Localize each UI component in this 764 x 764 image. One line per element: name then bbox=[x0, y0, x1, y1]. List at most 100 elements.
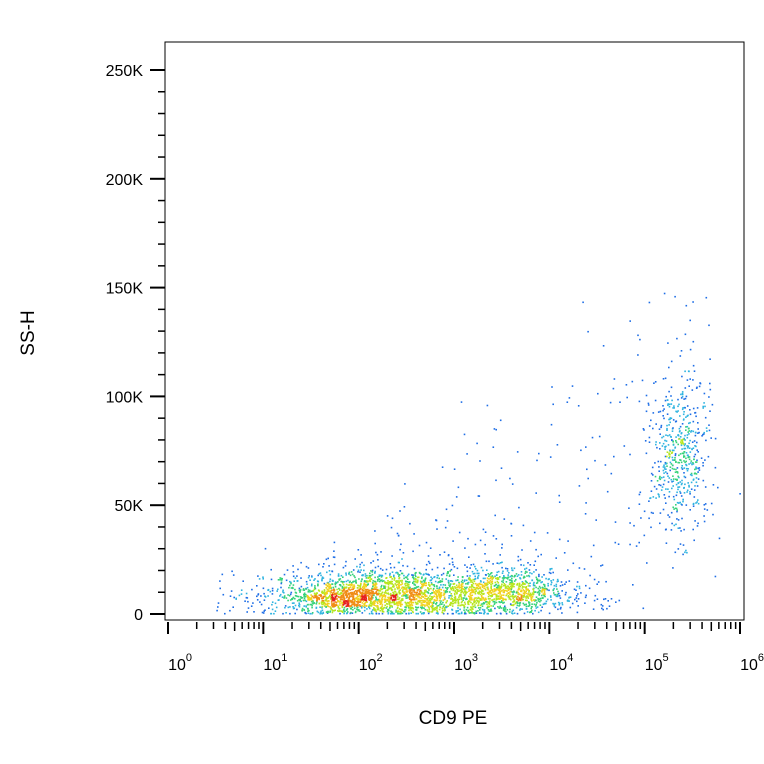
event-point bbox=[501, 594, 503, 596]
event-point bbox=[356, 587, 359, 589]
event-point bbox=[674, 454, 677, 457]
event-point bbox=[496, 577, 499, 579]
event-point bbox=[398, 608, 401, 610]
event-point bbox=[339, 602, 341, 604]
event-point bbox=[538, 452, 540, 455]
event-point bbox=[310, 590, 313, 593]
event-point bbox=[665, 488, 667, 490]
event-point bbox=[345, 600, 347, 602]
event-point bbox=[458, 583, 461, 585]
event-point bbox=[447, 571, 449, 573]
event-point bbox=[549, 568, 551, 571]
event-point bbox=[521, 549, 523, 551]
event-point bbox=[443, 607, 446, 609]
event-point bbox=[495, 583, 498, 586]
event-point bbox=[530, 599, 533, 601]
event-point bbox=[695, 461, 697, 463]
event-point bbox=[629, 453, 631, 456]
event-point bbox=[492, 600, 495, 603]
event-point bbox=[681, 452, 684, 455]
event-point bbox=[344, 565, 347, 567]
event-point bbox=[455, 599, 458, 602]
event-point bbox=[522, 524, 525, 527]
event-point bbox=[471, 603, 474, 606]
event-point bbox=[665, 502, 667, 504]
event-point bbox=[679, 415, 681, 417]
event-point bbox=[332, 599, 335, 602]
event-point bbox=[527, 593, 529, 595]
event-point bbox=[510, 595, 512, 598]
event-point bbox=[391, 517, 394, 520]
event-point bbox=[390, 593, 392, 596]
event-point bbox=[655, 423, 657, 425]
event-point bbox=[684, 439, 686, 441]
event-point bbox=[673, 405, 675, 407]
event-point bbox=[390, 604, 392, 607]
event-point bbox=[518, 585, 521, 587]
event-point bbox=[436, 577, 438, 579]
event-point bbox=[431, 608, 434, 610]
event-point bbox=[683, 398, 685, 400]
event-point bbox=[479, 609, 481, 611]
event-point bbox=[410, 588, 413, 590]
event-point bbox=[450, 594, 452, 597]
event-point bbox=[338, 584, 341, 586]
event-point bbox=[438, 596, 441, 599]
event-point bbox=[337, 600, 339, 603]
event-point bbox=[662, 378, 665, 380]
event-point bbox=[533, 599, 536, 601]
event-point bbox=[495, 589, 497, 592]
event-point bbox=[413, 598, 416, 601]
event-point bbox=[457, 586, 459, 588]
event-point bbox=[356, 604, 358, 606]
event-point bbox=[353, 584, 355, 586]
event-point bbox=[522, 596, 525, 598]
event-point bbox=[407, 581, 410, 584]
event-point bbox=[681, 395, 684, 398]
event-point bbox=[681, 482, 683, 485]
event-point bbox=[401, 603, 403, 606]
event-point bbox=[487, 588, 489, 591]
event-point bbox=[492, 446, 495, 448]
event-point bbox=[509, 593, 511, 595]
event-point bbox=[410, 607, 413, 609]
event-point bbox=[438, 586, 441, 589]
event-point bbox=[548, 578, 550, 580]
event-point bbox=[700, 457, 703, 459]
event-point bbox=[476, 442, 478, 445]
event-point bbox=[421, 585, 424, 588]
event-point bbox=[389, 605, 391, 608]
event-point bbox=[408, 596, 411, 599]
event-point bbox=[648, 441, 651, 443]
event-point bbox=[515, 573, 518, 575]
event-point bbox=[665, 542, 668, 544]
event-point bbox=[683, 455, 686, 458]
event-point bbox=[376, 553, 379, 556]
event-point bbox=[397, 606, 399, 609]
event-point bbox=[530, 607, 532, 610]
event-point bbox=[677, 486, 679, 488]
event-point bbox=[554, 593, 557, 596]
event-point bbox=[451, 598, 454, 600]
event-point bbox=[684, 397, 687, 400]
event-point bbox=[277, 588, 279, 591]
event-point bbox=[427, 555, 430, 557]
event-point bbox=[495, 601, 498, 604]
event-point bbox=[434, 580, 437, 583]
event-point bbox=[662, 476, 665, 478]
event-point bbox=[357, 599, 360, 601]
event-point bbox=[438, 593, 440, 595]
event-point bbox=[371, 596, 373, 598]
event-point bbox=[375, 612, 378, 615]
event-point bbox=[673, 508, 675, 510]
event-point bbox=[443, 592, 446, 594]
event-point bbox=[681, 441, 684, 443]
event-point bbox=[271, 593, 274, 595]
event-point bbox=[445, 590, 447, 592]
event-point bbox=[499, 585, 501, 588]
event-point bbox=[313, 579, 315, 581]
event-point bbox=[432, 592, 434, 594]
event-point bbox=[339, 598, 342, 601]
event-point bbox=[475, 602, 478, 604]
event-point bbox=[428, 598, 431, 600]
